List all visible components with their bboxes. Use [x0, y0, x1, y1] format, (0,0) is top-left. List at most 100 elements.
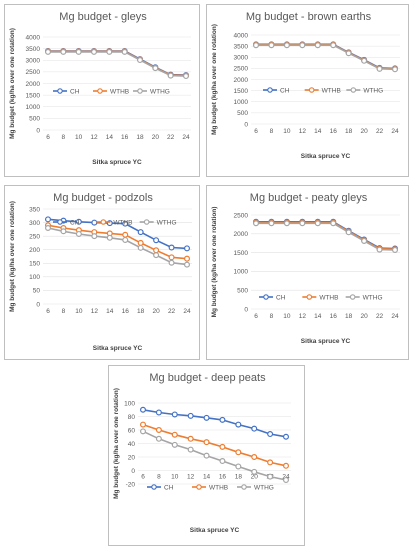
data-point — [90, 48, 97, 55]
y-tick-label: 2500 — [234, 212, 249, 219]
legend-label: WTHB — [319, 294, 338, 301]
data-point — [122, 220, 129, 227]
data-point — [235, 421, 242, 428]
data-point — [44, 216, 51, 223]
legend-label: WTHG — [363, 294, 383, 301]
y-tick-label: -20 — [126, 481, 136, 488]
data-point — [283, 42, 290, 49]
data-point — [184, 255, 191, 262]
y-tick-label: 0 — [131, 468, 135, 475]
y-tick-label: 1500 — [26, 92, 41, 99]
y-tick-label: 200 — [29, 247, 40, 254]
data-point — [283, 476, 290, 483]
y-tick-label: 100 — [29, 274, 40, 281]
chart-panel-gleys: Mg budget - gleys 0 500 1000 1500 2000 2500 300… — [4, 4, 200, 177]
data-point — [203, 414, 210, 421]
y-tick-label: 40 — [128, 441, 136, 448]
series-line-wthb — [256, 221, 396, 250]
chart-deep-peats: Mg budget - deep peats -20 0 20 40 60 80 100 6 8 1… — [113, 372, 291, 534]
x-tick-label: 16 — [219, 474, 227, 481]
data-point — [44, 48, 51, 55]
x-tick-label: 10 — [283, 313, 291, 320]
legend-label: WTHB — [322, 87, 341, 94]
series-line-ch — [47, 218, 188, 250]
legend-marker — [263, 294, 269, 300]
chart-title: Mg budget - deep peats — [149, 372, 266, 384]
data-point — [122, 236, 129, 243]
x-tick-label: 24 — [391, 313, 399, 320]
legend-label: CH — [164, 484, 174, 491]
y-tick-label: 0 — [244, 121, 248, 128]
data-point — [60, 48, 67, 55]
x-tick-label: 20 — [360, 128, 368, 135]
chart-podzols: Mg budget - podzols 0 50 100 150 200 250 300 350… — [9, 192, 192, 352]
data-point — [267, 459, 274, 466]
x-axis-label: Sitka spruce YC — [93, 345, 143, 352]
x-tick-label: 22 — [167, 134, 175, 141]
chart-title: Mg budget - podzols — [53, 192, 153, 204]
y-axis-label: Mg budget (kg/ha over one rotation) — [9, 28, 16, 139]
y-tick-label: 500 — [237, 110, 248, 117]
data-point — [60, 228, 67, 235]
x-tick-label: 6 — [254, 313, 258, 320]
data-point — [152, 65, 159, 72]
chart-panel-deep-peats: Mg budget - deep peats -20 0 20 40 60 80 100 6 8 1… — [108, 365, 305, 546]
y-tick-label: 2000 — [234, 77, 249, 84]
data-point — [330, 42, 337, 49]
data-point — [168, 254, 175, 261]
data-point — [314, 42, 321, 49]
x-axis-label: Sitka spruce YC — [301, 338, 351, 345]
x-tick-label: 16 — [121, 134, 129, 141]
legend-marker — [100, 219, 107, 225]
data-point — [345, 229, 352, 236]
x-tick-label: 12 — [299, 313, 307, 320]
x-tick-label: 18 — [345, 128, 353, 135]
data-point — [155, 426, 162, 433]
data-point — [268, 220, 275, 227]
y-tick-label: 3500 — [234, 43, 249, 50]
chart-peaty-gleys: Mg budget - peaty gleys 0 500 1000 1500 2000 2… — [211, 192, 400, 345]
x-tick-label: 12 — [91, 308, 99, 315]
series-line-wthg — [47, 227, 188, 266]
data-point — [392, 246, 399, 253]
legend-marker — [97, 88, 103, 94]
data-point — [44, 224, 51, 231]
y-tick-label: 350 — [29, 206, 40, 213]
data-point — [392, 66, 399, 73]
y-tick-label: 1500 — [234, 250, 249, 257]
x-tick-label: 20 — [251, 474, 259, 481]
x-tick-label: 10 — [75, 134, 83, 141]
data-point — [283, 433, 290, 440]
data-point — [251, 468, 258, 475]
data-point — [235, 449, 242, 456]
series-line-wthg — [48, 51, 187, 77]
series-line-ch — [48, 50, 187, 76]
legend-label: CH — [70, 88, 80, 95]
legend-label: WTHG — [150, 88, 170, 95]
data-point — [137, 229, 144, 236]
y-axis-label: Mg budget (kg/ha over one rotation) — [9, 201, 16, 312]
series-line-wthg — [256, 222, 396, 251]
y-tick-label: 3500 — [26, 46, 41, 53]
data-point — [153, 237, 160, 244]
legend-marker — [241, 484, 247, 490]
x-tick-label: 18 — [136, 134, 144, 141]
data-point — [267, 431, 274, 438]
x-tick-label: 10 — [283, 128, 291, 135]
data-point — [171, 441, 178, 448]
x-tick-label: 18 — [235, 474, 243, 481]
data-point — [75, 230, 82, 237]
x-tick-label: 6 — [46, 308, 50, 315]
x-tick-label: 10 — [75, 308, 83, 315]
data-point — [268, 42, 275, 49]
x-tick-label: 24 — [182, 134, 190, 141]
y-tick-label: 3000 — [234, 55, 249, 62]
x-axis-label: Sitka spruce YC — [92, 159, 142, 166]
series-line-wthb — [142, 423, 287, 467]
y-tick-label: 4000 — [26, 34, 41, 41]
chart-title: Mg budget - peaty gleys — [250, 192, 368, 204]
x-tick-label: 12 — [90, 134, 98, 141]
data-point — [219, 416, 226, 423]
y-tick-label: 500 — [29, 116, 40, 123]
data-point — [168, 259, 175, 266]
